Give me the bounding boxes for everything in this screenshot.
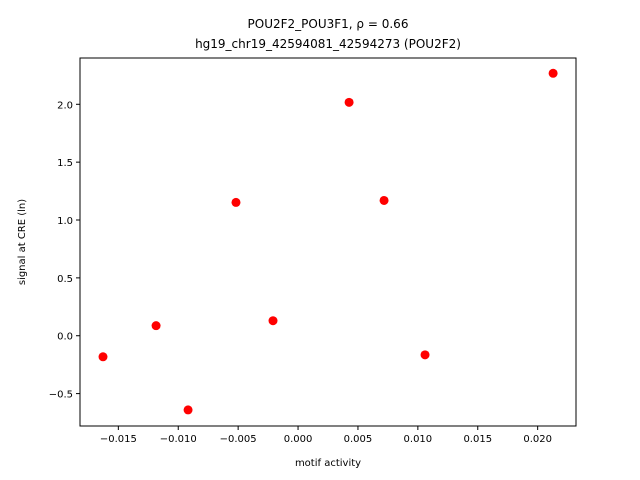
x-tick-label: 0.010 [404,434,433,445]
x-tick-label: 0.000 [284,434,313,445]
point [183,405,193,415]
point [268,316,278,326]
point [98,352,108,362]
chart-title: POU2F2_POU3F1, ρ = 0.66 [248,17,409,31]
y-axis-label: signal at CRE (ln) [17,199,28,285]
x-tick-label: −0.010 [160,434,197,445]
y-tick-label: 0.5 [57,274,73,285]
plot-frame [79,57,577,427]
x-tick-label: −0.015 [100,434,137,445]
point [151,321,161,331]
x-tick-label: 0.015 [463,434,492,445]
x-tick-label: 0.020 [523,434,552,445]
x-tick-label: 0.005 [344,434,373,445]
point [420,350,430,360]
y-tick-label: 1.0 [57,216,73,227]
point [548,68,558,78]
y-tick-label: −0.5 [49,390,73,401]
point [344,97,354,107]
y-tick-label: 1.5 [57,158,73,169]
y-tick-label: 2.0 [57,100,73,111]
point [379,195,389,205]
y-tick-label: 0.0 [57,332,73,343]
x-axis-label: motif activity [295,458,361,469]
x-tick-label: −0.005 [220,434,257,445]
chart-subtitle: hg19_chr19_42594081_42594273 (POU2F2) [195,37,461,51]
point [231,197,241,207]
